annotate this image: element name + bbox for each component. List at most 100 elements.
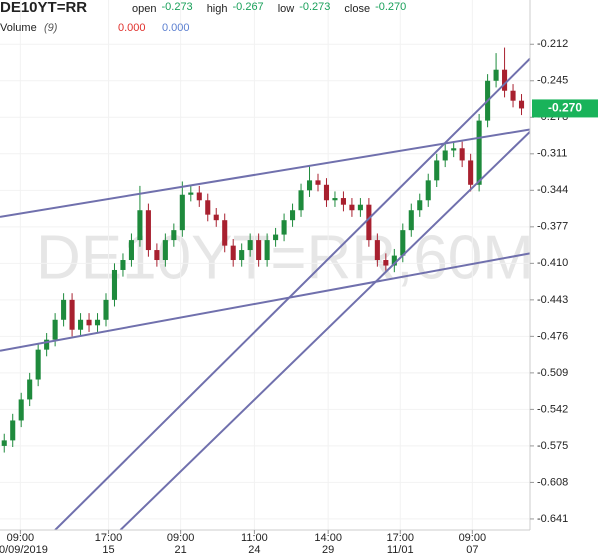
y-tick-label: -0.410 [537, 257, 568, 269]
field-value: -0.273 [299, 1, 330, 13]
candle-body [476, 120, 482, 185]
field-name: low [278, 3, 295, 15]
candle-body [111, 269, 118, 300]
last-price-tag [532, 99, 598, 118]
x-tick-date: 24 [248, 544, 260, 556]
candle-body [425, 180, 431, 201]
candle-body [315, 180, 321, 185]
candle-body [349, 204, 355, 211]
candle-body [145, 210, 151, 251]
candle-body [44, 339, 50, 350]
candle-body [493, 69, 499, 81]
candle-body [94, 319, 101, 326]
plot [0, 47, 530, 530]
candle-body [502, 69, 508, 91]
candle-body [290, 210, 296, 221]
candle-body [78, 319, 84, 330]
candle-body [256, 240, 262, 261]
candle-body [230, 245, 236, 261]
candle-body [222, 220, 228, 246]
candle-body [340, 198, 346, 205]
candle-body [408, 210, 414, 231]
candle-body [391, 255, 397, 266]
y-tick-label: -0.509 [537, 367, 568, 379]
candle-body [69, 299, 75, 330]
field-name: close [344, 3, 370, 15]
candle-body [281, 220, 287, 235]
candle-body [137, 210, 143, 241]
volume-period: (9) [44, 22, 58, 34]
x-tick-date: 15 [102, 544, 114, 556]
x-tick-label: 09:00 [7, 532, 35, 544]
candle-body [179, 194, 185, 231]
volume-label: Volume [0, 22, 37, 34]
candle-body [323, 184, 330, 201]
candle-body [18, 399, 24, 421]
watermark-layer: DE10YT=RR,60M [36, 223, 534, 292]
candle-body [10, 420, 16, 441]
x-tick-date: 29 [322, 544, 334, 556]
x-tick-label: 11:00 [241, 532, 268, 544]
candle-body [86, 319, 92, 326]
candle-body [1, 440, 7, 446]
candle-body [434, 160, 440, 181]
trend-line [54, 57, 530, 530]
watermark: DE10YT=RR,60M [36, 223, 534, 292]
candle-body [357, 204, 363, 211]
y-tick-label: -0.641 [537, 513, 568, 525]
field-value: -0.267 [232, 1, 263, 13]
volume-value: 0.000 [118, 22, 146, 34]
candle-body [120, 260, 126, 270]
candle-body [61, 299, 67, 320]
candle-body [35, 349, 41, 380]
trend-line [119, 130, 530, 530]
y-tick-label: -0.542 [537, 403, 568, 415]
y-tick-label: -0.476 [537, 330, 568, 342]
y-tick-label: -0.608 [537, 476, 568, 488]
candle-body [518, 100, 525, 109]
candle-body [27, 379, 33, 400]
candle-body [196, 192, 202, 201]
x-tick-date: 11/01 [387, 544, 414, 556]
candle-body [366, 204, 372, 241]
field-value: -0.270 [375, 1, 406, 13]
y-tick-label: -0.212 [537, 38, 568, 50]
x-tick-label: 09:00 [459, 532, 487, 544]
candle-body [154, 250, 160, 261]
x-tick-date: 21 [174, 544, 186, 556]
candle-body [171, 230, 177, 241]
candle-body [239, 250, 245, 261]
candle-body [417, 200, 423, 211]
candle-body [213, 214, 219, 221]
candle-body [247, 240, 253, 251]
y-tick-label: -0.575 [537, 440, 568, 452]
candle-body [264, 240, 270, 261]
candle-body [205, 200, 211, 215]
volume-value: 0.000 [162, 22, 190, 34]
candle-body [128, 240, 134, 261]
candle-body [188, 192, 194, 195]
grid [0, 0, 530, 530]
candle-body [374, 240, 380, 261]
x-tick-label: 17:00 [386, 532, 414, 544]
candle-body [298, 190, 304, 211]
x-tick-date: 10/09/2019 [0, 544, 48, 556]
x-tick-label: 14:00 [314, 532, 342, 544]
trend-line [0, 252, 530, 352]
symbol: DE10YT=RR [0, 0, 87, 16]
candle-body [332, 198, 338, 201]
candle-body [400, 230, 406, 256]
candle-body [306, 180, 313, 191]
trend-line [0, 128, 530, 218]
y-tick-label: -0.311 [537, 148, 567, 160]
last-price-label: -0.270 [548, 101, 582, 115]
field-value: -0.273 [161, 1, 192, 13]
candle-body [52, 319, 58, 340]
candle-body [383, 260, 389, 266]
y-tick-label: -0.443 [537, 294, 568, 306]
y-tick-label: -0.245 [537, 75, 568, 87]
candle-body [162, 240, 168, 261]
candle-body [442, 150, 448, 161]
x-tick-date: 07 [466, 544, 478, 556]
header: DE10YT=RR Volume (9) open -0.273 high -0.26… [0, 0, 406, 34]
